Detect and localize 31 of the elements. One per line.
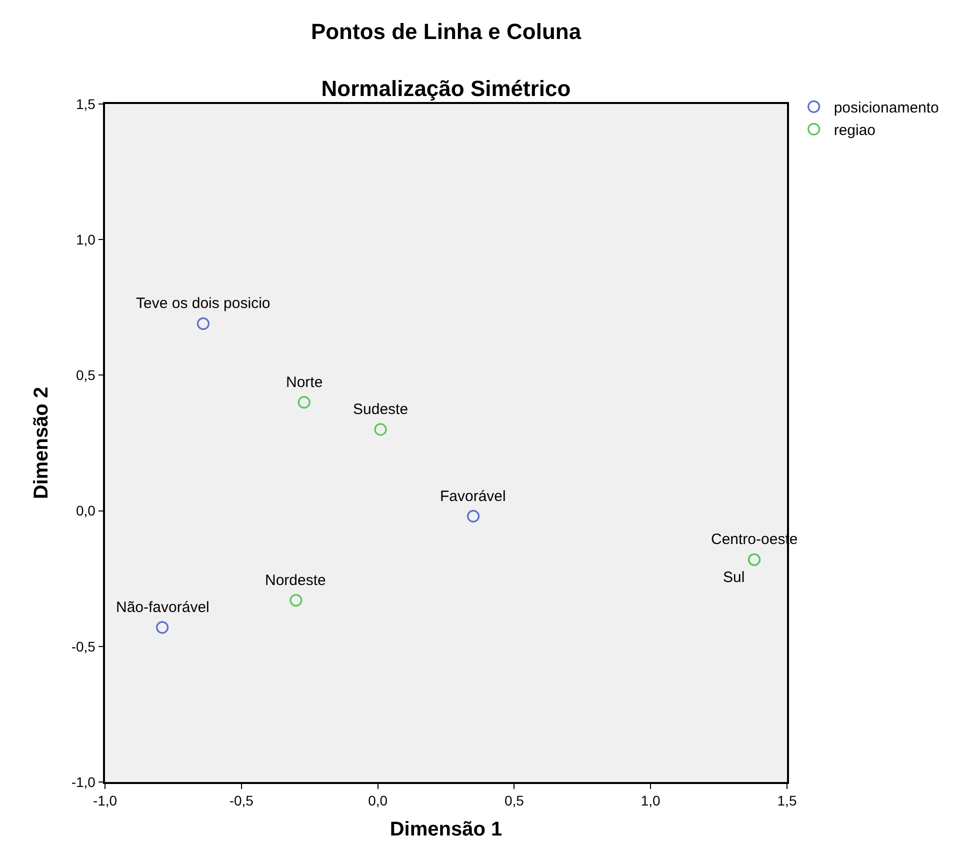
x-tick-label: -1,0 xyxy=(92,792,118,809)
point xyxy=(156,621,169,634)
point xyxy=(374,423,387,436)
point xyxy=(466,510,480,523)
x-tick-label: 0,5 xyxy=(504,792,524,809)
x-tick-label: 0,0 xyxy=(368,792,388,809)
y-tick-label: 0,0 xyxy=(76,502,96,519)
point xyxy=(298,396,310,409)
legend-label: regiao xyxy=(834,122,876,140)
chart-subtitle: Normalização Simétrico xyxy=(321,76,571,101)
x-axis-title: Dimensão 1 xyxy=(390,818,502,841)
annotation: Não-favorável xyxy=(116,599,210,616)
annotation: Teve os dois posicio xyxy=(136,295,270,312)
y-tick-label: 1,0 xyxy=(76,232,96,248)
x-tick-label: 1,5 xyxy=(777,792,797,809)
y-tick-label: 0,5 xyxy=(76,367,96,384)
chart-title: Pontos de Linha e Coluna xyxy=(310,18,582,44)
annotation: Favorável xyxy=(440,488,506,505)
x-tick-label: -0,5 xyxy=(229,792,254,809)
y-tick-label: -1,0 xyxy=(71,774,96,790)
point xyxy=(196,317,210,330)
y-tick-label: -0,5 xyxy=(71,638,96,654)
annotation: Sul xyxy=(723,569,745,586)
y-tick-label: 1,5 xyxy=(76,96,96,112)
annotation: Sudeste xyxy=(353,401,408,418)
x-tick-label: 1,0 xyxy=(640,792,661,809)
annotation: Nordeste xyxy=(265,572,326,589)
y-axis-title: Dimensão 2 xyxy=(30,386,52,500)
annotation: Norte xyxy=(286,374,323,391)
legend-label: posicionamento xyxy=(834,100,939,117)
point xyxy=(290,594,302,607)
